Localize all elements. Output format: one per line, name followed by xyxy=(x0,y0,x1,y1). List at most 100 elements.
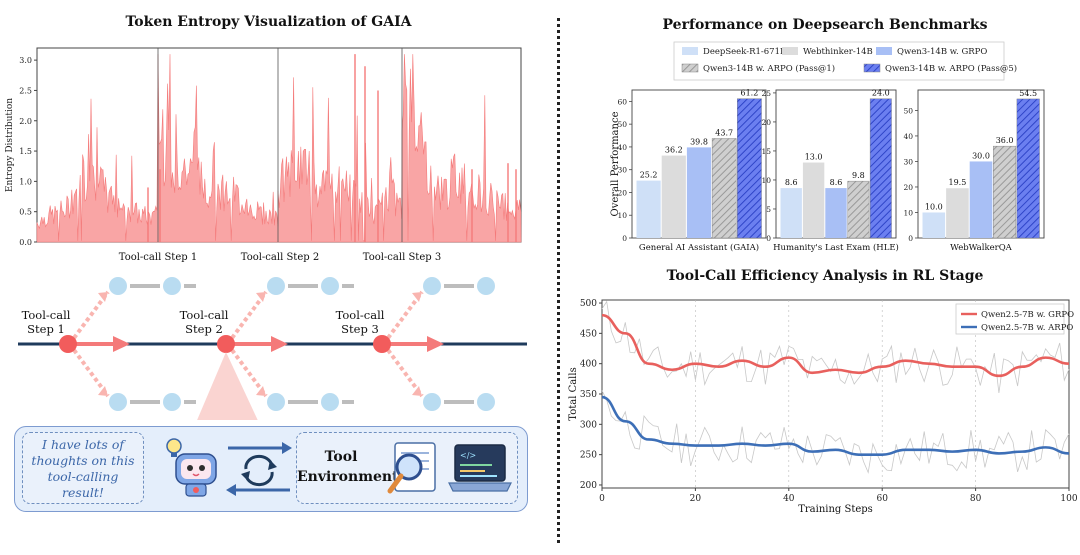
benchmark-bar xyxy=(711,138,737,239)
bar-ytick-label: 10 xyxy=(617,211,627,220)
branch-node xyxy=(423,393,441,411)
benchmark-bar xyxy=(946,188,969,238)
entropy-ytick-label: 1.0 xyxy=(19,177,32,186)
tool-environment-label: Tool Environment xyxy=(297,447,399,487)
bar-ytick-label: 0 xyxy=(908,234,913,243)
bar-ytick-label: 25 xyxy=(761,89,771,98)
bar-value-label: 25.2 xyxy=(640,171,658,180)
bar-value-label: 9.8 xyxy=(852,171,865,180)
bar-ytick-label: 60 xyxy=(617,97,627,106)
benchmark-xlabel: General AI Assistant (GAIA) xyxy=(639,242,759,253)
branch-arrow-head xyxy=(412,386,422,396)
legend-label: Qwen2.5-7B w. ARPO xyxy=(981,323,1073,333)
bar-ytick-label: 20 xyxy=(617,188,627,197)
forward-arrow-head xyxy=(271,336,288,352)
entropy-xtick-label: Tool-call Step 1 xyxy=(119,252,197,263)
bar-value-label: 39.8 xyxy=(690,137,708,146)
benchmark-bar xyxy=(661,155,686,238)
bar-value-label: 54.5 xyxy=(1019,89,1037,98)
branch-arrow-head xyxy=(98,292,108,302)
bar-value-label: 19.5 xyxy=(948,178,966,187)
bar-value-label: 24.0 xyxy=(872,89,890,98)
benchmark-bar xyxy=(636,180,661,238)
benchmark-ylabel: Overall Performance xyxy=(610,111,621,216)
bar-value-label: 13.0 xyxy=(805,153,823,162)
legend-label: Qwen3-14B w. ARPO (Pass@1) xyxy=(703,63,835,74)
benchmark-bar xyxy=(686,147,712,238)
benchmark-bar xyxy=(737,98,762,239)
bar-value-label: 8.6 xyxy=(785,178,798,187)
thought-line-1: I have lots of xyxy=(42,437,124,452)
benchmark-bar xyxy=(969,161,993,238)
laptop-code-icon: </> xyxy=(448,444,512,492)
line-xtick-label: 40 xyxy=(783,494,795,504)
entropy-chart: 0.0 0.5 1.0 1.5 2.0 2.5 3.0 Entropy Distributio… xyxy=(5,47,522,263)
line-ytick-label: 400 xyxy=(580,360,597,370)
efficiency-line-chart: 0 20 40 60 80 100 200 250 300 350 400 450 500 Qwen2.5… xyxy=(568,299,1078,515)
node-label-line2: Step 1 xyxy=(27,322,65,336)
bar-ytick-label: 20 xyxy=(903,183,913,192)
entropy-chart-title: Token Entropy Visualization of GAIA xyxy=(125,14,412,30)
branch-node xyxy=(109,277,127,295)
robot-icon xyxy=(166,438,217,497)
line-xtick-label: 100 xyxy=(1060,494,1077,504)
branch-node xyxy=(163,277,181,295)
node-label-line2: Step 3 xyxy=(341,322,379,336)
bar-value-label: 61.2 xyxy=(740,89,758,98)
benchmark-bar xyxy=(1016,98,1040,239)
svg-text:</>: </> xyxy=(460,451,476,460)
branch-arrow xyxy=(386,290,424,340)
bar-ytick-label: 0 xyxy=(622,234,627,243)
node-label-line2: Step 2 xyxy=(185,322,223,336)
entropy-ytick-label: 2.0 xyxy=(19,117,32,126)
line-ytick-label: 500 xyxy=(580,299,597,309)
raw-trace xyxy=(601,300,1070,394)
legend-label: Qwen3-14B w. ARPO (Pass@5) xyxy=(885,63,1017,74)
line-xtick-label: 20 xyxy=(690,494,702,504)
bar-ytick-label: 10 xyxy=(761,176,771,185)
branch-arrow-head xyxy=(256,292,266,302)
entropy-xtick-label: Tool-call Step 2 xyxy=(241,252,319,263)
legend-label: Qwen3-14B w. GRPO xyxy=(897,47,987,57)
node-label-line1: Tool-call xyxy=(180,308,229,322)
bar-value-label: 30.0 xyxy=(972,151,990,160)
benchmark-bar xyxy=(993,145,1017,239)
bar-value-label: 10.0 xyxy=(925,202,943,211)
efficiency-chart-title: Tool-Call Efficiency Analysis in RL Stag… xyxy=(666,268,984,284)
exchange-arrows-icon xyxy=(226,442,292,496)
thought-line-2: thoughts on this xyxy=(31,453,135,468)
efficiency-legend xyxy=(955,303,1065,335)
entropy-ytick-label: 0.5 xyxy=(19,208,32,217)
legend-swatch xyxy=(782,47,798,55)
tool-environment-box: Tool Environment </> xyxy=(296,432,518,504)
legend-swatch xyxy=(863,63,881,73)
benchmark-legend xyxy=(673,41,1005,81)
bar-ytick-label: 0 xyxy=(766,234,771,243)
branch-arrow xyxy=(386,348,424,398)
node-label-line1: Tool-call xyxy=(336,308,385,322)
benchmark-bar xyxy=(780,188,802,238)
benchmark-xlabel: Humanity's Last Exam (HLE) xyxy=(773,242,899,253)
bar-ytick-label: 30 xyxy=(617,166,627,175)
efficiency-xlabel: Training Steps xyxy=(798,504,873,515)
branch-node xyxy=(477,393,495,411)
branch-node xyxy=(321,277,339,295)
legend-label: Qwen2.5-7B w. GRPO xyxy=(981,310,1074,320)
entropy-ylabel: Entropy Distribution xyxy=(5,98,15,192)
benchmark-bar-chart: DeepSeek-R1-671B Webthinker-14B Qwen3-14B … xyxy=(610,41,1045,253)
forward-arrow-head xyxy=(113,336,130,352)
thought-line-3: tool-calling result! xyxy=(47,469,119,500)
branch-arrow xyxy=(72,290,110,340)
branch-node xyxy=(109,393,127,411)
forward-arrow-head xyxy=(427,336,444,352)
tool-call-node xyxy=(59,335,77,353)
entropy-ytick-label: 2.5 xyxy=(19,86,32,95)
entropy-xtick-label: Tool-call Step 3 xyxy=(363,252,441,263)
line-xtick-label: 80 xyxy=(970,494,982,504)
env-label-line-2: Environment xyxy=(297,469,399,485)
line-xtick-label: 60 xyxy=(876,494,888,504)
line-xtick-label: 0 xyxy=(599,494,605,504)
branch-node xyxy=(321,393,339,411)
legend-label: DeepSeek-R1-671B xyxy=(703,47,786,57)
